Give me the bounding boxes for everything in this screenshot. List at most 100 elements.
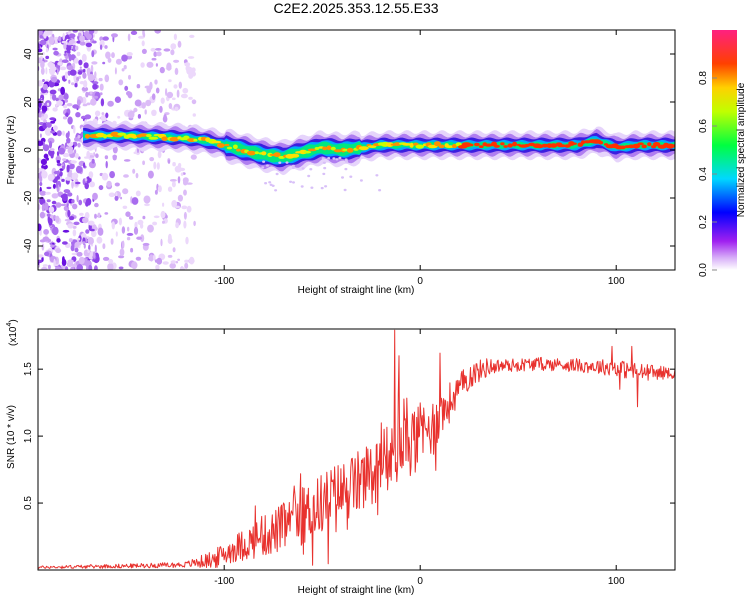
spectrogram-ridge-peak — [385, 142, 394, 148]
spectrogram-noise-blob — [69, 69, 77, 76]
spectrogram-outlier — [343, 188, 347, 192]
spectrogram-noise-blob — [77, 237, 81, 241]
spectrogram-noise-blob — [38, 259, 43, 264]
spectrogram-noise-blob — [74, 77, 76, 84]
spectrogram-noise-blob — [125, 211, 131, 217]
spectrogram-ridge-peak — [224, 143, 230, 147]
spectrogram-noise-blob — [153, 161, 157, 170]
spectrogram-noise-blob — [59, 66, 67, 71]
spectrogram-noise-blob — [123, 65, 127, 70]
spectrogram-noise-blob — [56, 100, 64, 106]
spectrogram-noise-blob — [79, 35, 85, 43]
spectrogram-noise-blob — [130, 30, 138, 35]
spectrogram-y-tick-label: 20 — [23, 96, 34, 108]
spectrogram-noise-blob — [40, 158, 48, 166]
spectrogram-ridge-peak — [557, 144, 567, 148]
spectrogram-noise-blob — [119, 248, 125, 257]
spectrogram-noise-blob — [162, 261, 169, 265]
spectrogram-noise-blob — [42, 105, 48, 112]
spectrogram-noise-blob — [183, 220, 187, 229]
spectrogram-noise-blob — [106, 180, 112, 188]
spectrogram-noise-blob — [94, 71, 97, 79]
spectrogram-noise-blob — [76, 251, 83, 257]
spectrogram-noise-blob — [111, 52, 115, 59]
spectrogram-noise-blob — [152, 221, 158, 226]
spectrogram-noise-blob — [140, 234, 145, 243]
spectrogram-noise-blob — [82, 217, 89, 224]
spectrogram-noise-blob — [92, 83, 98, 90]
spectrogram-noise-blob — [189, 256, 195, 265]
spectrogram-noise-blob — [50, 76, 58, 83]
spectrogram-noise-blob — [107, 263, 114, 270]
spectrogram-noise-blob — [43, 229, 49, 235]
spectrogram-noise-blob — [55, 248, 62, 254]
spectrogram-noise-blob — [63, 42, 67, 50]
snr-y-tick-label: 0.5 — [23, 496, 34, 510]
spectrogram-noise-blob — [39, 182, 43, 186]
spectrogram-outlier — [265, 164, 269, 167]
spectrogram-noise-blob — [162, 220, 165, 224]
spectrogram-noise-blob — [41, 243, 45, 251]
spectrogram-noise-blob — [166, 91, 174, 99]
spectrogram-noise-blob — [167, 237, 173, 244]
spectrogram-ridge-peak — [307, 148, 317, 152]
snr-y-scale: (x104) — [6, 319, 19, 346]
spectrogram-noise-blob — [159, 66, 165, 74]
spectrogram-noise-blob — [121, 240, 125, 249]
spectrogram-noise-blob — [89, 181, 95, 188]
spectrogram-noise-blob — [75, 165, 83, 174]
spectrogram-noise-blob — [111, 33, 118, 38]
snr-y-ticks: 0.5 1.0 1.5 — [23, 362, 675, 510]
spectrogram-noise-blob — [86, 67, 91, 76]
spectrogram-noise-blob — [48, 206, 55, 214]
spectrogram-noise-blob — [173, 59, 180, 63]
spectrogram-noise-blob — [81, 86, 89, 92]
spectrogram-noise-blob — [85, 201, 89, 207]
spectrogram-noise-blob — [140, 62, 145, 68]
spectrogram-noise-blob — [173, 33, 177, 40]
spectrogram-noise-blob — [84, 178, 88, 182]
spectrogram-noise-blob — [153, 51, 157, 57]
spectrogram-noise-blob — [64, 71, 68, 80]
spectrogram-noise-blob — [104, 155, 109, 160]
spectrogram-noise-blob — [60, 86, 65, 95]
spectrogram-noise-blob — [155, 87, 160, 94]
spectrogram-noise-blob — [153, 215, 160, 219]
spectrogram-noise-blob — [148, 256, 153, 261]
spectrogram-noise-blob — [181, 205, 188, 210]
spectrogram-ridge-peak — [478, 145, 484, 149]
spectrogram-noise-blob — [38, 203, 41, 211]
spectrogram-noise-blob — [51, 200, 57, 205]
spectrogram-noise-blob — [154, 30, 161, 34]
spectrogram-noise-blob — [99, 92, 103, 96]
spectrogram-noise-blob — [87, 237, 94, 245]
spectrogram-noise-blob — [92, 251, 96, 259]
spectrogram-noise-blob — [47, 264, 51, 270]
spectrogram-noise-blob — [57, 61, 63, 66]
spectrogram-noise-blob — [134, 99, 142, 107]
spectrogram-noise-blob — [74, 153, 79, 159]
spectrogram-ridge-peak — [233, 144, 238, 150]
spectrogram-ridge-peak — [474, 142, 480, 147]
spectrogram-ridge-peak — [415, 144, 425, 149]
spectrogram-y-tick-label: 40 — [23, 48, 34, 60]
spectrogram-ridge-peak — [427, 144, 438, 149]
spectrogram-noise-blob — [79, 41, 86, 46]
spectrogram-outlier — [341, 176, 344, 179]
spectrogram-noise-blob — [92, 81, 99, 85]
spectrogram-ridge-peak — [303, 150, 312, 154]
spectrogram-noise-blob — [56, 130, 62, 137]
spectrogram-ridge-peak — [409, 142, 414, 148]
spectrogram-noise-blob — [136, 236, 143, 240]
spectrogram-noise-blob — [186, 205, 192, 213]
spectrogram-noise-blob — [49, 148, 55, 152]
spectrogram-noise-blob — [177, 40, 182, 48]
spectrogram-noise-blob — [115, 231, 118, 237]
spectrogram-ridge-peak — [503, 145, 508, 148]
spectrogram-noise-blob — [115, 192, 118, 197]
spectrogram-noise-blob — [45, 67, 48, 75]
spectrogram-noise-blob — [193, 220, 196, 227]
spectrogram-noise-blob — [89, 91, 93, 95]
spectrogram-noise-blob — [71, 82, 75, 86]
spectrogram-noise-blob — [131, 197, 139, 205]
